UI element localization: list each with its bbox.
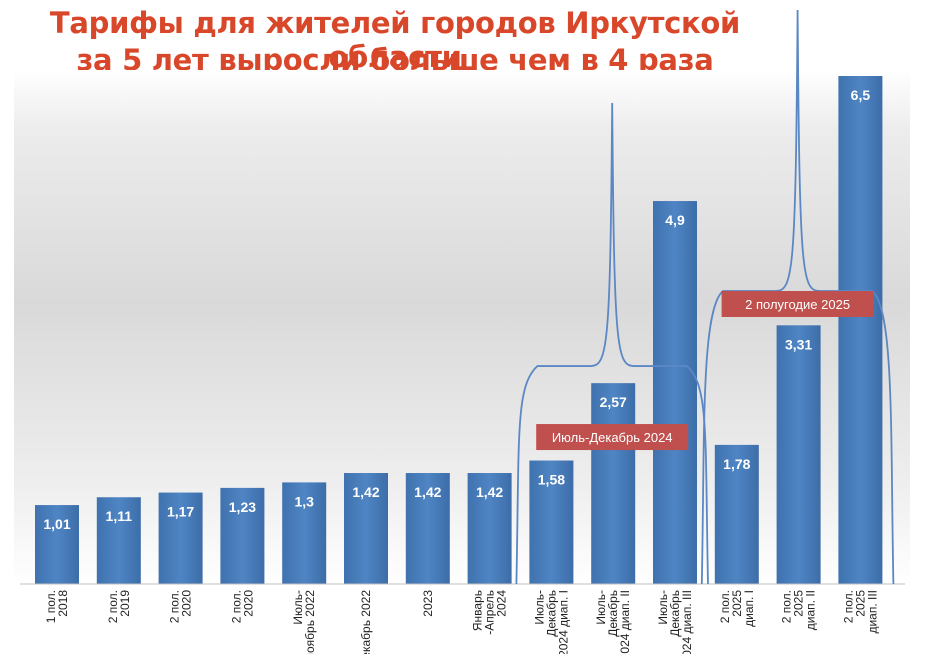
bar-value-label: 1,78 (723, 456, 750, 472)
bar (405, 473, 450, 584)
bar (220, 487, 265, 584)
category-label: 2 пол.2020 (229, 590, 255, 624)
bar (35, 505, 79, 584)
group-label: 2 полугодие 2025 (745, 297, 850, 312)
category-label: 1 пол.2018 (44, 590, 70, 624)
bar (776, 325, 821, 584)
bar-value-label: 6,5 (851, 87, 871, 103)
group-label: Июль-Декабрь 2024 (552, 430, 673, 445)
category-label: 2023 (421, 590, 435, 617)
category-label: Июль-Декабрь2024 диап. III (656, 590, 694, 654)
bar-value-label: 1,42 (476, 484, 503, 500)
bar-value-label: 1,58 (538, 472, 565, 488)
category-label: Декабрь 2022 (359, 590, 373, 654)
bar-value-label: 1,01 (43, 516, 70, 532)
bar (714, 444, 759, 584)
group-label-box (536, 424, 689, 451)
bar-value-label: 1,11 (106, 508, 133, 524)
bar (529, 460, 574, 584)
group-label-box (721, 291, 874, 317)
chart-title-line-1: Тарифы для жителей городов Иркутской обл… (49, 6, 741, 74)
category-label: 2 пол.2019 (106, 590, 132, 624)
category-label: Январь-Апрель2024 (471, 590, 509, 635)
group-bracket (700, 9, 895, 585)
category-label: 2 пол.2025диап. II (780, 590, 818, 631)
category-label: 2 пол.2025диап. III (841, 590, 879, 634)
category-label: Июль-Декабрь2024 диап. II (594, 590, 632, 654)
bar (591, 383, 636, 584)
bar (96, 497, 141, 584)
bar-value-label: 1,42 (352, 484, 379, 500)
bar (158, 492, 203, 584)
bar-value-label: 3,31 (785, 336, 812, 352)
category-label: 2 пол.2020 (168, 590, 194, 624)
category-label: Июль-ноябрь 2022 (291, 590, 317, 654)
bar-value-label: 1,23 (229, 499, 256, 515)
bar (344, 473, 388, 584)
group-bracket (515, 102, 709, 585)
category-label: Июль-Декабрь2024 диап. I (532, 590, 570, 654)
bar (282, 482, 327, 584)
plot-background (14, 70, 910, 586)
bar (467, 473, 512, 584)
bar-value-label: 1,42 (414, 484, 441, 500)
bar-value-label: 1,17 (167, 504, 194, 520)
bar-value-label: 4,9 (665, 212, 685, 228)
bar (838, 76, 883, 584)
category-label: 2 пол.2025диап. I (718, 590, 756, 627)
bar-value-label: 2,57 (600, 394, 627, 410)
bar (653, 201, 697, 585)
bar-value-label: 1,3 (294, 493, 314, 509)
